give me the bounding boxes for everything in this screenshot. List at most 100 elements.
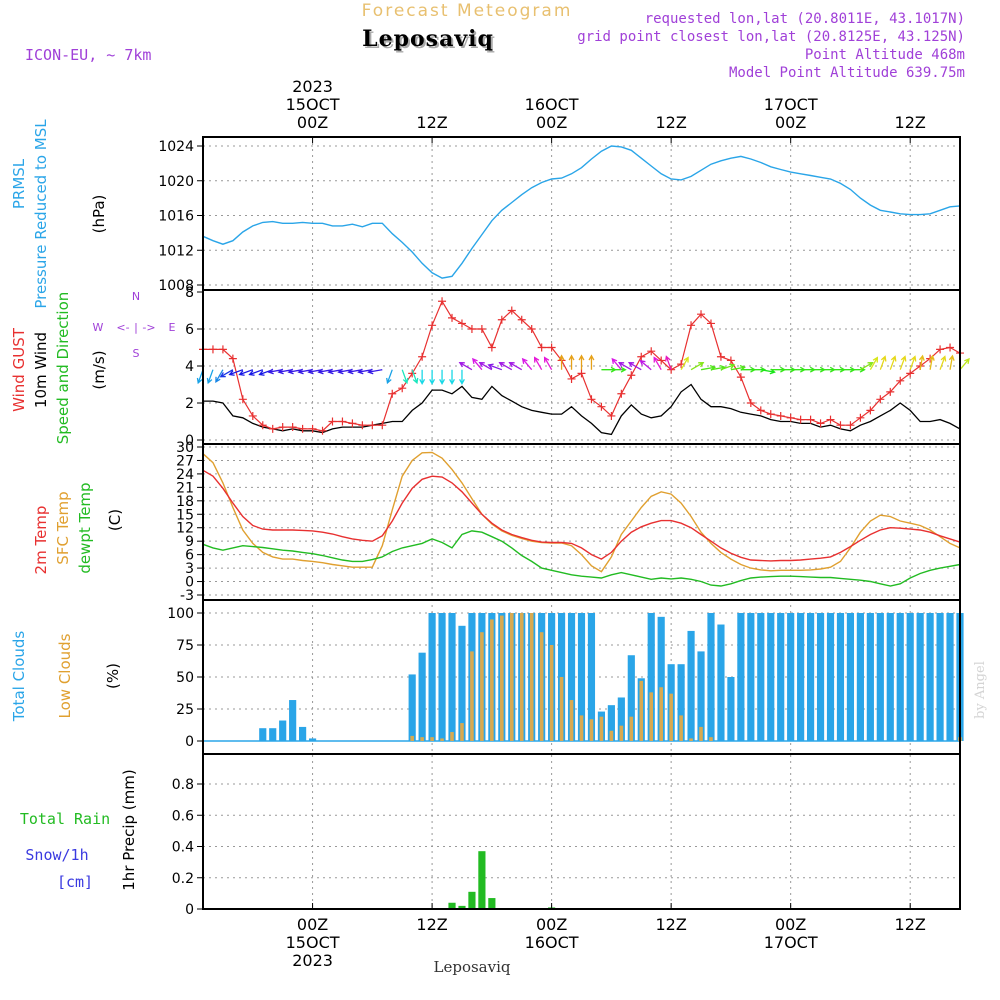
- compass-w: W: [93, 321, 104, 334]
- total-cloud-bar: [577, 613, 586, 741]
- wind-gust-marker: [248, 411, 257, 420]
- bottom-time-label: 00Z: [536, 915, 567, 934]
- wind-gust-marker: [776, 411, 785, 420]
- wind-gust-marker: [358, 421, 367, 430]
- wind-direction-arrow: [879, 355, 887, 370]
- wind-gust-marker: [547, 343, 556, 352]
- wind-gust-marker: [517, 315, 526, 324]
- wind-gust-marker: [428, 321, 437, 330]
- total-cloud-bar: [906, 613, 914, 741]
- rain-bar: [458, 905, 466, 909]
- low-cloud-bar: [699, 726, 703, 741]
- temp-ytick-label-1: 0: [185, 575, 194, 591]
- pressure-series-line: [202, 145, 961, 279]
- total-cloud-bar: [876, 613, 884, 741]
- wind-gust-marker: [736, 373, 745, 382]
- wind-gust-marker: [567, 374, 576, 383]
- wind-direction-arrow: [627, 362, 642, 371]
- wind-direction-arrow: [909, 355, 917, 370]
- temp-ytick-label-6: 15: [176, 507, 194, 523]
- compass-left-arrow: <-: [116, 321, 129, 334]
- wind-gust-marker: [886, 387, 895, 396]
- pressure-ytick-label-3: 1020: [158, 174, 194, 190]
- total-cloud-bar: [707, 613, 715, 741]
- bottom-time-label: 15OCT: [286, 933, 340, 952]
- wind-gust-marker: [487, 343, 496, 352]
- wind-gust-marker: [647, 347, 656, 356]
- wind-ytick-label-1: 2: [185, 396, 194, 412]
- wind-gust-marker: [527, 325, 536, 333]
- top-time-label: 17OCT: [764, 95, 818, 114]
- wind-gust-marker: [796, 415, 805, 424]
- wind-gust-marker: [577, 369, 586, 378]
- total-cloud-bar: [727, 677, 735, 741]
- wind-gust-marker: [946, 343, 955, 352]
- panel-frame-pressure: [202, 136, 961, 291]
- wind-ytick-label-0: 0: [185, 433, 194, 449]
- precip-unit-label: 1hr Precip (mm): [120, 769, 138, 890]
- total-cloud-bar: [269, 728, 277, 741]
- low-cloud-bar: [609, 730, 614, 741]
- wind-gust-marker: [667, 365, 676, 374]
- pressure-unit-label: (hPa): [90, 195, 108, 234]
- wind-direction-arrow: [611, 366, 627, 373]
- low-cloud-bar: [500, 615, 504, 741]
- total-cloud-bar: [737, 613, 745, 741]
- snow-unit-label: [cm]: [57, 873, 93, 891]
- wind-gust-marker: [816, 419, 825, 428]
- wind-gust-marker: [418, 352, 427, 361]
- wind-gust-marker: [348, 419, 357, 428]
- wind-direction-arrow: [680, 356, 689, 371]
- pressure-label-1: PRMSL: [10, 158, 28, 209]
- temp-ytick-label-9: 24: [176, 467, 194, 483]
- wind-ytick-label-4: 8: [185, 285, 194, 301]
- total-cloud-bar: [926, 613, 934, 741]
- rain-bar: [488, 898, 496, 909]
- wind-gust-marker: [806, 415, 815, 424]
- panel-frames: [197, 136, 961, 910]
- total-cloud-bar: [717, 624, 725, 741]
- compass-n: N: [132, 290, 140, 303]
- wind-gust-marker: [448, 313, 457, 322]
- total-cloud-bar: [936, 613, 944, 741]
- total-cloud-bar: [567, 613, 576, 741]
- wind-gust-marker: [856, 413, 865, 422]
- temp-ytick-label-4: 9: [185, 534, 194, 550]
- total-cloud-bar: [886, 613, 894, 741]
- pressure-ytick-label-1: 1012: [158, 243, 194, 259]
- clouds-ytick-label-0: 0: [185, 734, 194, 750]
- pressure-ytick-label-2: 1016: [158, 209, 194, 225]
- total-cloud-bar: [826, 613, 835, 741]
- low-cloud-bar: [430, 737, 434, 741]
- wind-gust-marker: [537, 343, 546, 352]
- low-cloud-bar: [709, 737, 713, 741]
- precip-ytick-label-3: 0.6: [172, 808, 194, 824]
- wind-direction-arrow: [498, 362, 513, 371]
- total-cloud-bar: [418, 652, 426, 741]
- clouds-ytick-label-4: 100: [167, 606, 194, 622]
- wind-gust-marker: [786, 413, 795, 422]
- top-time-label: 00Z: [775, 113, 806, 132]
- wind-direction-arrow: [899, 355, 907, 370]
- bottom-time-label: 2023: [292, 951, 333, 970]
- wind-gust-marker: [218, 345, 227, 354]
- low-cloud-bar: [529, 613, 534, 741]
- location-title-front: Leposaviq: [362, 26, 494, 52]
- low-cloud-bar: [549, 645, 554, 741]
- bottom-time-label: 00Z: [775, 915, 806, 934]
- low-cloud-bar: [460, 723, 464, 741]
- wind-direction-arrow: [206, 369, 214, 385]
- top-time-label: 00Z: [297, 113, 328, 132]
- wind-gust-marker: [896, 376, 905, 385]
- wind-direction-arrow: [215, 369, 224, 383]
- rain-bar: [468, 891, 476, 909]
- wind-gust-marker: [457, 319, 466, 328]
- wind-direction-arrow: [611, 357, 622, 371]
- total-cloud-bar: [846, 613, 855, 741]
- wind-direction-arrow: [248, 369, 263, 376]
- low-cloud-bar: [490, 619, 494, 741]
- wind-direction-arrow: [869, 356, 879, 371]
- temp-ytick-label-5: 12: [176, 521, 194, 537]
- total-cloud-bar: [458, 625, 466, 741]
